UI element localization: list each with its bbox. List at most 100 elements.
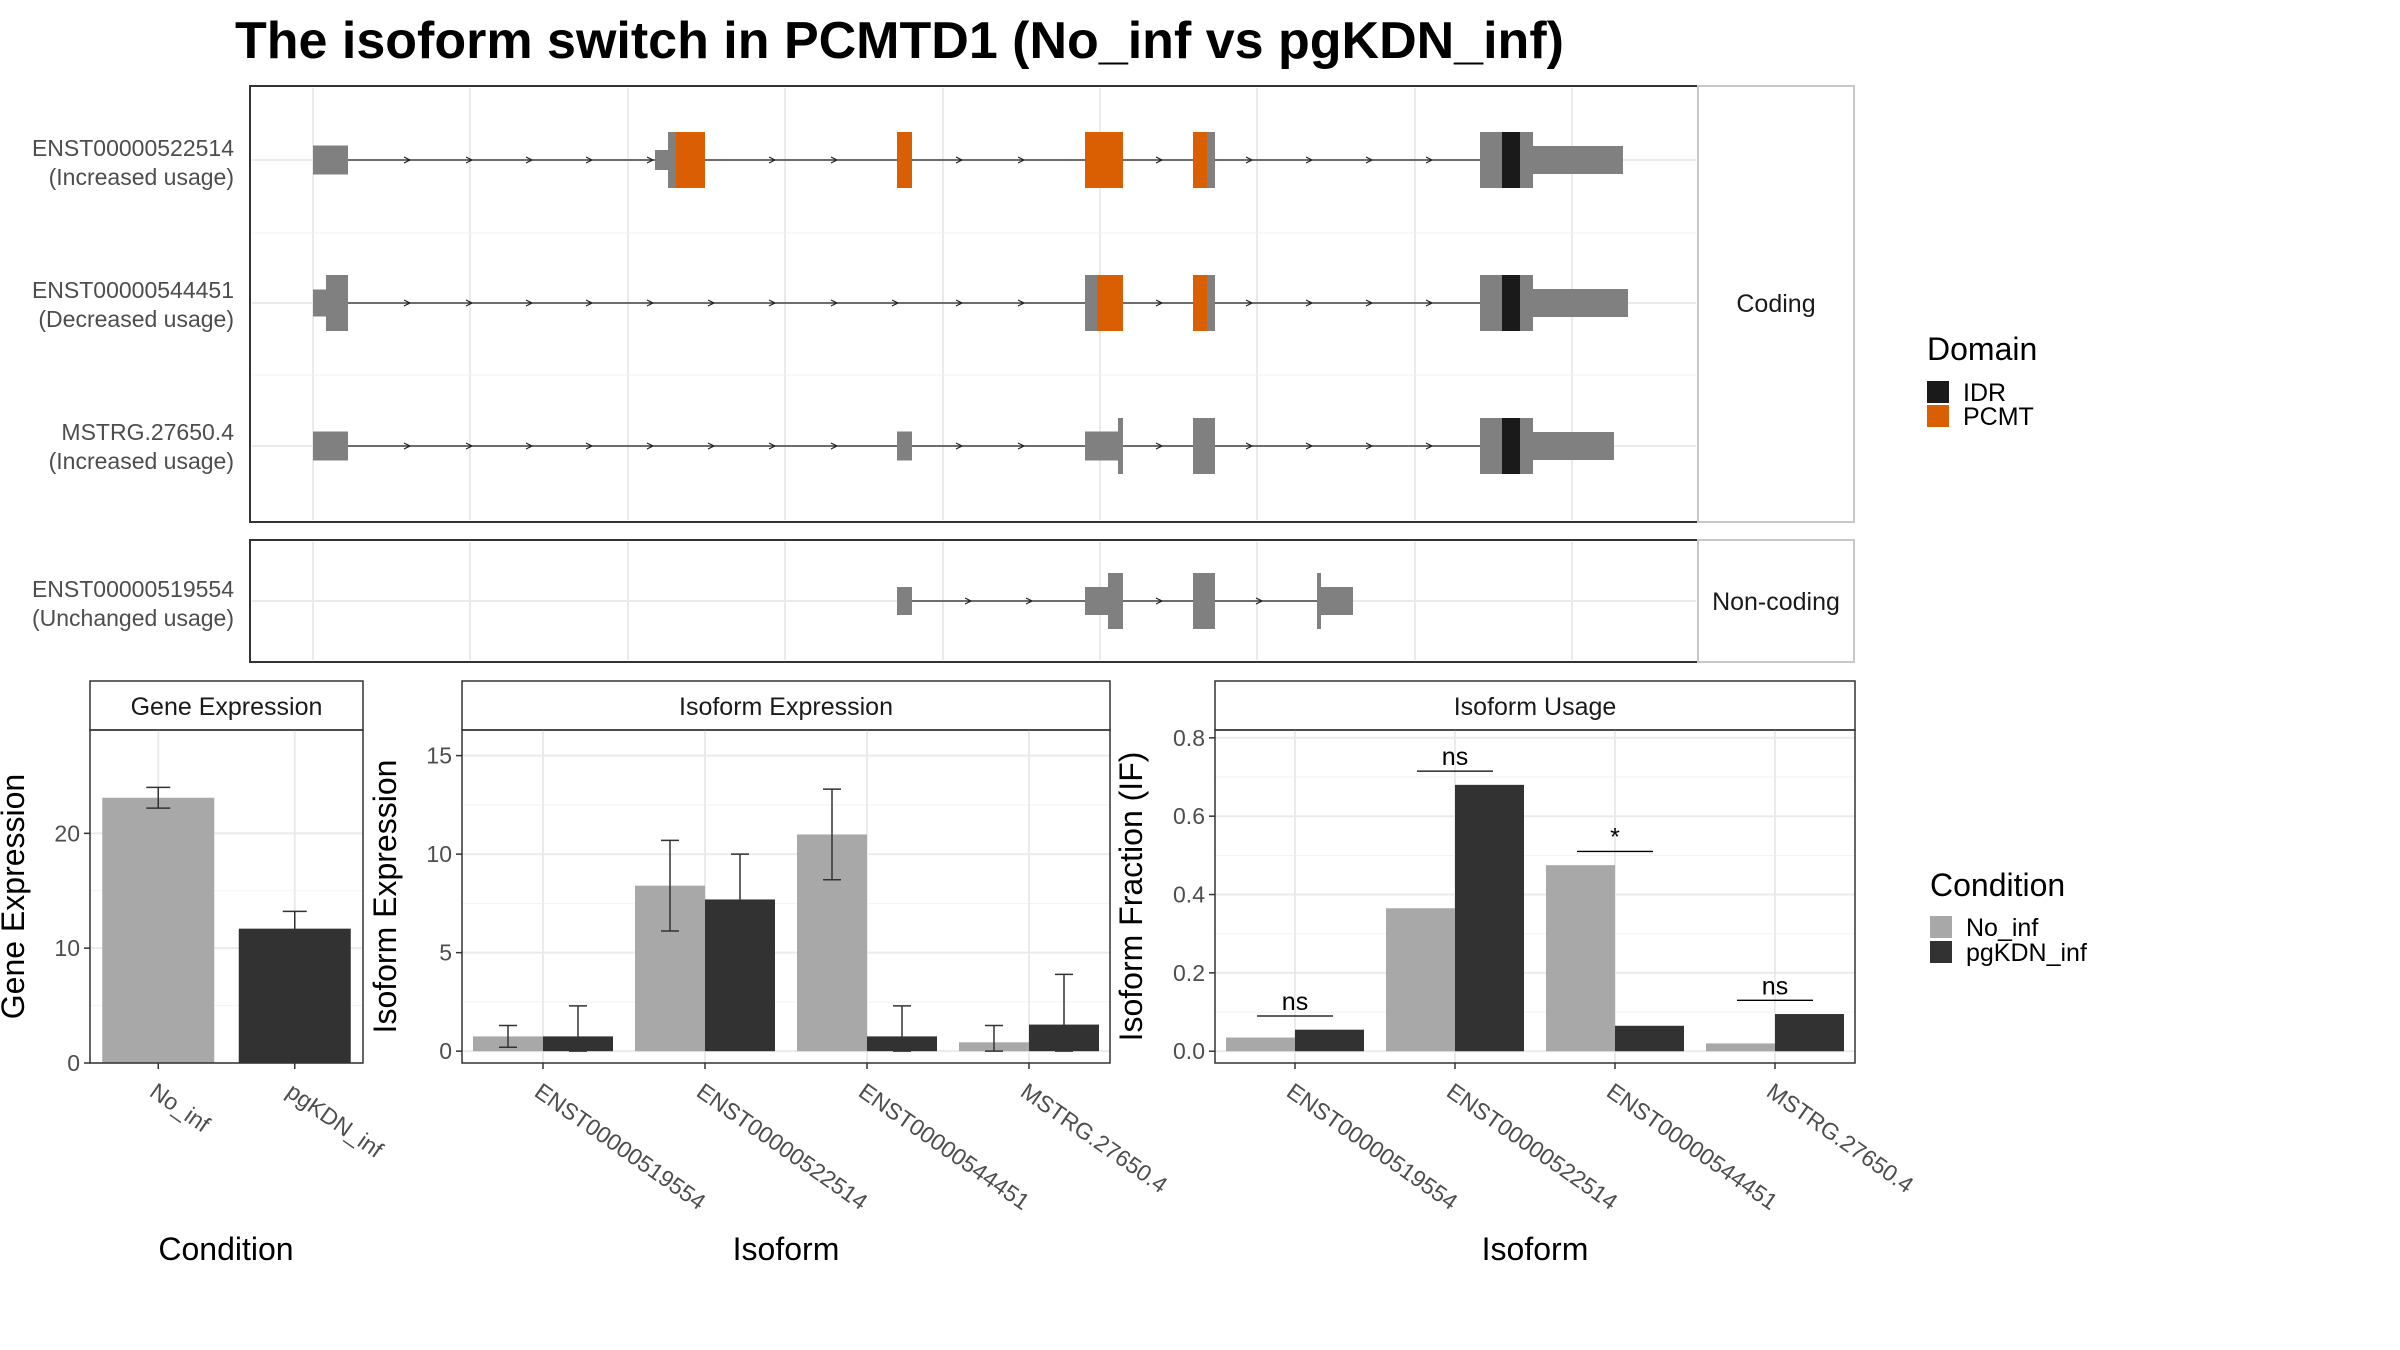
strand-arrow bbox=[1017, 442, 1026, 450]
facet-strip bbox=[1214, 680, 1856, 731]
y-tick-label: 15 bbox=[426, 743, 452, 769]
strand-arrow bbox=[830, 156, 839, 164]
pgkdn-inf-legend-label: pgKDN_inf bbox=[1966, 939, 2087, 967]
coding-panel-grid bbox=[252, 88, 1696, 520]
y-tick-label: 0.4 bbox=[1173, 882, 1205, 908]
panel-border bbox=[89, 729, 364, 1064]
idr-legend-label: IDR bbox=[1963, 379, 2006, 407]
idr-domain-block bbox=[1502, 275, 1520, 331]
idr-domain-block bbox=[1502, 418, 1520, 474]
exon-block bbox=[897, 431, 912, 461]
strand-arrow bbox=[768, 442, 777, 450]
chart-title: Gene Expression bbox=[131, 693, 323, 721]
x-axis-title: Isoform bbox=[733, 1231, 840, 1267]
significance-label: * bbox=[1610, 823, 1620, 851]
pcmt-domain-block bbox=[1193, 132, 1207, 188]
exon-block bbox=[1317, 573, 1321, 629]
exon-block bbox=[1108, 573, 1123, 629]
strand-arrow bbox=[525, 156, 534, 164]
pcmt-domain-block bbox=[1085, 132, 1123, 188]
strand-arrow bbox=[1305, 299, 1314, 307]
gene-expression-chart: Gene Expression 0 10 20 No_inf pgKDN_inf Condi… bbox=[0, 680, 388, 1267]
transcript-track bbox=[313, 275, 1628, 331]
x-tick-label: ENST00000522514 bbox=[1442, 1078, 1623, 1215]
exon-block bbox=[1207, 275, 1215, 331]
x-tick-label: ENST00000544451 bbox=[854, 1078, 1034, 1215]
y-tick-label: 0.6 bbox=[1173, 803, 1205, 829]
bar bbox=[1386, 908, 1455, 1052]
x-tick-label: ENST00000519554 bbox=[1282, 1078, 1463, 1215]
strand-arrow bbox=[707, 299, 716, 307]
y-tick-label: 0.8 bbox=[1173, 725, 1205, 751]
pcmt-swatch bbox=[1927, 405, 1949, 427]
strand-arrow bbox=[964, 597, 973, 605]
panel-border bbox=[461, 729, 1111, 1064]
bar bbox=[1295, 1029, 1364, 1052]
chart-title: Isoform Expression bbox=[679, 693, 893, 721]
bar bbox=[102, 797, 215, 1063]
strand-arrow bbox=[403, 442, 412, 450]
strand-arrow bbox=[830, 299, 839, 307]
strand-arrow bbox=[830, 442, 839, 450]
bar bbox=[1775, 1014, 1844, 1052]
strand-arrow bbox=[1425, 442, 1434, 450]
strand-arrow bbox=[525, 299, 534, 307]
condition-legend-title: Condition bbox=[1930, 867, 2065, 903]
significance-label: ns bbox=[1762, 972, 1788, 1000]
strand-arrow bbox=[1017, 156, 1026, 164]
domain-legend: Domain IDR PCMT bbox=[1927, 331, 2037, 431]
strand-arrow bbox=[891, 299, 900, 307]
transcript-usage-label: (Increased usage) bbox=[49, 164, 234, 190]
strand-arrow bbox=[646, 442, 655, 450]
strand-arrow bbox=[1255, 597, 1264, 605]
strand-arrow bbox=[955, 442, 964, 450]
strand-arrow bbox=[465, 299, 474, 307]
transcript-id-label: ENST00000519554 bbox=[32, 576, 234, 602]
strand-arrow bbox=[1245, 299, 1254, 307]
exon-block bbox=[326, 275, 348, 331]
y-tick-label: 10 bbox=[54, 935, 80, 961]
bar bbox=[1546, 865, 1615, 1052]
exon-block bbox=[1193, 573, 1215, 629]
strand-arrow bbox=[646, 299, 655, 307]
coding-strip bbox=[1697, 85, 1855, 523]
transcript-usage-label: (Unchanged usage) bbox=[32, 605, 234, 631]
strand-arrow bbox=[465, 442, 474, 450]
strand-arrow bbox=[403, 299, 412, 307]
x-tick-label: MSTRG.27650.4 bbox=[1016, 1078, 1172, 1198]
strand-arrow bbox=[585, 299, 594, 307]
exon-block bbox=[313, 289, 326, 317]
transcript-usage-label: (Increased usage) bbox=[49, 448, 234, 474]
exon-block bbox=[1533, 432, 1614, 460]
isoform-usage-chart: Isoform Usage ns ns * ns 0.0 0.2 0.4 0.6 0.8 ENST0… bbox=[1113, 680, 1919, 1267]
strand-arrow bbox=[465, 156, 474, 164]
strand-arrow bbox=[768, 156, 777, 164]
pcmt-domain-block bbox=[1097, 275, 1123, 331]
exon-block bbox=[313, 431, 348, 461]
domain-legend-title: Domain bbox=[1927, 331, 2037, 367]
bar bbox=[1226, 1037, 1295, 1052]
exon-block bbox=[1085, 431, 1118, 461]
y-tick-label: 0 bbox=[67, 1050, 80, 1076]
strand-arrow bbox=[1365, 156, 1374, 164]
strand-arrow bbox=[1155, 597, 1164, 605]
bar bbox=[1706, 1043, 1775, 1052]
x-tick-label: No_inf bbox=[145, 1078, 215, 1138]
no-inf-legend-label: No_inf bbox=[1966, 914, 2038, 942]
pcmt-legend-label: PCMT bbox=[1963, 403, 2034, 431]
y-tick-label: 20 bbox=[54, 820, 80, 846]
strand-arrow bbox=[768, 299, 777, 307]
transcript-track bbox=[897, 573, 1353, 629]
strand-arrow bbox=[1017, 299, 1026, 307]
x-axis-title: Condition bbox=[158, 1231, 293, 1267]
y-axis-title: Gene Expression bbox=[0, 774, 31, 1019]
strand-arrow bbox=[585, 156, 594, 164]
transcript-labels: ENST00000522514 (Increased usage) ENST00… bbox=[32, 135, 234, 631]
exon-block bbox=[1085, 587, 1108, 615]
exon-block bbox=[1321, 587, 1353, 615]
exon-block bbox=[1480, 418, 1502, 474]
idr-swatch bbox=[1927, 381, 1949, 403]
strand-arrow bbox=[1245, 156, 1254, 164]
x-tick-label: ENST00000544451 bbox=[1602, 1078, 1782, 1215]
